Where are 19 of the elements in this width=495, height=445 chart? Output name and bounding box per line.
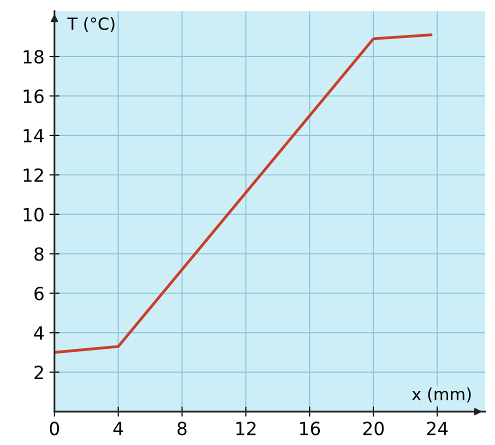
x-tick-label: 0 [50, 422, 59, 436]
y-tick-label: 12 [24, 168, 43, 182]
x-tick-label: 16 [300, 422, 320, 436]
y-tick-label: 4 [34, 326, 44, 340]
y-tick-label: 6 [34, 286, 44, 300]
y-tick-label: 16 [24, 89, 44, 104]
line-series [54, 33, 432, 354]
y-tick-label: 10 [24, 208, 44, 222]
y-axis-title: T (°C) [67, 17, 114, 32]
y-tick-label: 8 [34, 247, 44, 261]
y-tick-label: 18 [24, 50, 44, 64]
x-tick-label: 20 [363, 422, 384, 436]
y-tick-label: 14 [24, 129, 44, 142]
x-tick-label: 4 [113, 422, 123, 436]
x-tick-label: 8 [178, 422, 187, 436]
x-tick-label: 12 [236, 422, 256, 436]
x-axis-title: x (mm) [412, 388, 471, 402]
y-tick-label: 2 [34, 366, 43, 380]
x-tick-label: 24 [427, 422, 448, 436]
